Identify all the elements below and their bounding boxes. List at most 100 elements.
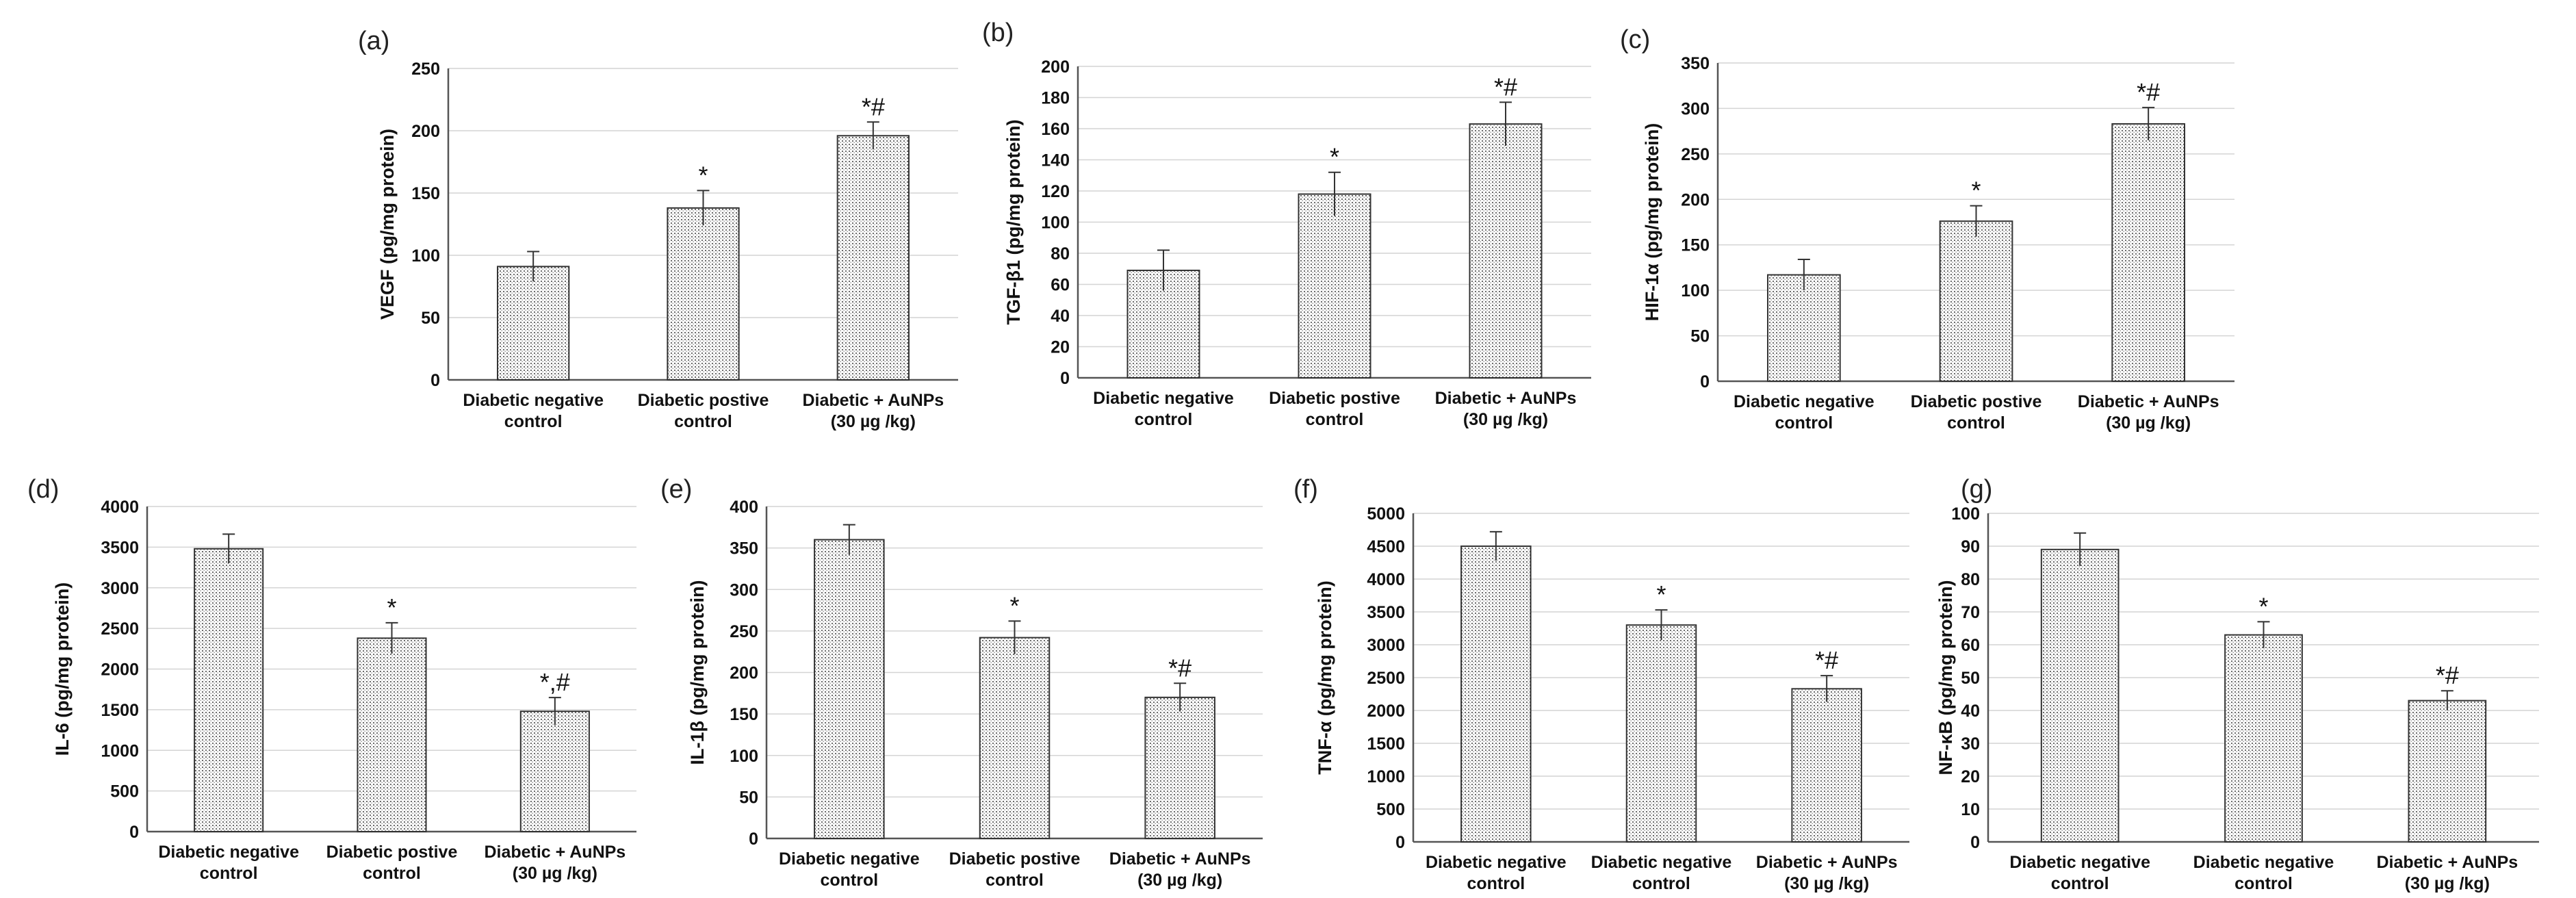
bar: [836, 135, 910, 381]
y-tick-label: 2500: [101, 619, 139, 639]
y-tick-label: 0: [129, 823, 139, 842]
chart-panel-2: (b) 0 20 40 60 80 100 120 140 160 180 200 TGF-β1 (pg…: [982, 18, 1591, 429]
x-category-label: control: [1306, 410, 1364, 429]
x-category-label: Diabetic + AuNPs: [802, 391, 944, 410]
chart-panel-3: (c) 0 50 100 150 200 250 300 350 HIF-1α (pg/mg pr…: [1620, 25, 2234, 433]
y-tick-label: 200: [411, 122, 440, 141]
x-category-label: control: [820, 871, 878, 890]
significance-label: *#: [1815, 646, 1838, 674]
y-tick-label: 70: [1961, 603, 1980, 622]
y-axis-label: HIF-1α (pg/mg protein): [1642, 123, 1662, 322]
bar: [357, 637, 427, 832]
y-tick-label: 250: [730, 622, 758, 641]
bar: [519, 710, 590, 832]
bar: [2111, 123, 2186, 382]
y-tick-label: 0: [430, 371, 440, 390]
panel-letter: (d): [27, 475, 59, 504]
y-tick-label: 250: [411, 60, 440, 79]
y-tick-label: 100: [1951, 504, 1980, 524]
y-tick-label: 4000: [101, 498, 139, 517]
y-tick-label: 1500: [101, 701, 139, 720]
y-tick-label: 1500: [1367, 734, 1405, 754]
y-tick-label: 300: [730, 580, 758, 600]
significance-label: *#: [2436, 661, 2459, 689]
x-category-label: Diabetic postive: [638, 391, 769, 410]
y-tick-label: 140: [1041, 151, 1070, 170]
y-tick-label: 3500: [101, 538, 139, 557]
y-tick-label: 60: [1961, 636, 1980, 655]
panel-letter: (b): [982, 18, 1014, 47]
x-category-label: Diabetic negative: [1591, 853, 1732, 872]
y-tick-label: 160: [1041, 120, 1070, 139]
x-category-label: Diabetic + AuNPs: [2078, 392, 2219, 411]
y-tick-label: 4500: [1367, 537, 1405, 556]
x-category-label: Diabetic negative: [779, 849, 920, 869]
x-category-label: (30 µg /kg): [1137, 871, 1222, 890]
y-axis-label: VEGF (pg/mg protein): [377, 129, 398, 320]
x-category-label: control: [1467, 874, 1525, 893]
y-tick-label: 3000: [1367, 636, 1405, 655]
x-category-label: control: [674, 412, 732, 431]
chart-panel-1: (a) 0 50 100 150 200 250 VEGF (pg/mg protein) Di…: [358, 27, 958, 431]
y-tick-label: 50: [421, 309, 440, 328]
y-axis-label: IL-1β (pg/mg protein): [687, 580, 708, 765]
y-tick-label: 180: [1041, 89, 1070, 108]
y-tick-label: 5000: [1367, 504, 1405, 524]
y-tick-label: 150: [1681, 236, 1710, 255]
x-category-label: Diabetic negative: [158, 843, 299, 862]
x-category-label: control: [363, 864, 421, 883]
y-tick-label: 120: [1041, 182, 1070, 201]
significance-label: *#: [862, 92, 885, 120]
y-tick-label: 50: [1690, 327, 1710, 346]
y-tick-label: 3000: [101, 579, 139, 598]
bar: [667, 207, 740, 381]
x-category-label: control: [200, 864, 258, 883]
y-tick-label: 3500: [1367, 603, 1405, 622]
bar: [1766, 274, 1841, 382]
x-category-label: control: [504, 412, 563, 431]
y-tick-label: 30: [1961, 734, 1980, 754]
x-category-label: Diabetic postive: [1911, 392, 2042, 411]
bar: [2408, 700, 2487, 843]
significance-label: *: [1009, 591, 1019, 619]
x-category-label: (30 µg /kg): [831, 412, 916, 431]
y-tick-label: 0: [1395, 833, 1405, 852]
x-category-label: Diabetic + AuNPs: [1435, 389, 1577, 408]
x-category-label: Diabetic negative: [2193, 853, 2334, 872]
y-tick-label: 40: [1051, 307, 1070, 326]
bar: [1791, 688, 1862, 843]
x-category-label: Diabetic + AuNPs: [484, 843, 626, 862]
x-category-label: (30 µg /kg): [1463, 410, 1548, 429]
y-tick-label: 50: [739, 788, 758, 807]
x-category-label: Diabetic + AuNPs: [2376, 853, 2518, 872]
chart-panel-5: (e) 0 50 100 150 200 250 300 350 400 IL-1β (pg/mg …: [660, 475, 1263, 890]
y-tick-label: 2000: [101, 660, 139, 680]
x-category-label: control: [1947, 413, 2005, 433]
bar: [1939, 220, 2013, 382]
y-tick-label: 80: [1961, 570, 1980, 589]
x-category-label: (30 µg /kg): [2405, 874, 2490, 893]
x-category-label: Diabetic + AuNPs: [1109, 849, 1251, 869]
bar: [2040, 548, 2120, 843]
x-category-label: control: [2234, 874, 2293, 893]
chart-panel-6: (f) 0 500 1000 1500 2000 2500 3000 3500 4000 4500 5…: [1293, 475, 1909, 893]
significance-label: *,#: [540, 668, 570, 696]
significance-label: *: [698, 161, 708, 189]
significance-label: *#: [2137, 78, 2160, 106]
panel-letter: (f): [1293, 475, 1318, 504]
x-category-label: Diabetic negative: [1093, 389, 1234, 408]
x-category-label: control: [1632, 874, 1690, 893]
y-tick-label: 1000: [1367, 767, 1405, 786]
x-category-label: Diabetic negative: [463, 391, 604, 410]
y-tick-label: 500: [110, 782, 139, 801]
bar: [1460, 546, 1532, 843]
x-category-label: Diabetic postive: [326, 843, 458, 862]
significance-label: *#: [1168, 654, 1192, 682]
significance-label: *: [1656, 580, 1666, 608]
y-tick-label: 400: [730, 498, 758, 517]
y-tick-label: 10: [1961, 800, 1980, 819]
y-axis-label: TGF-β1 (pg/mg protein): [1003, 120, 1024, 325]
panel-letter: (c): [1620, 25, 1650, 54]
x-category-label: Diabetic negative: [1734, 392, 1875, 411]
